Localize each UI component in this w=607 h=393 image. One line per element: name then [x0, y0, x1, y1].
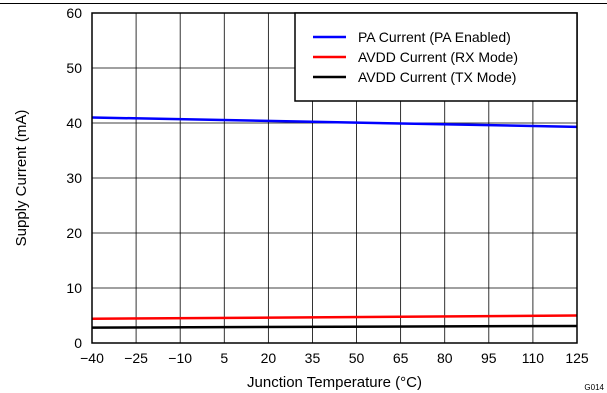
- series-line-avdd-tx: [91, 324, 578, 329]
- y-tick-label: 60: [66, 5, 82, 21]
- legend-box: [294, 12, 578, 102]
- x-tick-label: 20: [261, 350, 277, 366]
- x-tick-label: 80: [437, 350, 453, 366]
- x-axis-title: Junction Temperature (°C): [247, 374, 422, 391]
- legend-label-avdd-rx: AVDD Current (RX Mode): [358, 49, 518, 65]
- legend: PA Current (PA Enabled) AVDD Current (RX…: [294, 12, 578, 102]
- y-tick-label: 10: [66, 280, 82, 296]
- x-tick-label: 95: [481, 350, 497, 366]
- x-tick-label: 110: [522, 350, 545, 366]
- x-tick-label: 65: [393, 350, 409, 366]
- x-tick-labels: −40 −25 −10 5 20 35 50 65 80 95 110 125: [80, 350, 589, 366]
- series-lines: [91, 116, 578, 329]
- series-line-avdd-rx: [91, 314, 578, 321]
- x-tick-label: −40: [80, 350, 104, 366]
- x-tick-label: 5: [220, 350, 228, 366]
- legend-label-pa-current: PA Current (PA Enabled): [358, 29, 511, 45]
- y-tick-label: 20: [66, 225, 82, 241]
- legend-label-avdd-tx: AVDD Current (TX Mode): [358, 69, 516, 85]
- y-tick-label: 0: [74, 335, 82, 351]
- y-tick-label: 50: [66, 60, 82, 76]
- figure-id-label: G014: [584, 383, 604, 392]
- x-tick-label: 50: [349, 350, 365, 366]
- y-tick-label: 30: [66, 170, 82, 186]
- x-tick-label: −25: [124, 350, 148, 366]
- series-line-pa-current: [91, 116, 578, 129]
- x-tick-label: 35: [305, 350, 321, 366]
- y-tick-labels: 0 10 20 30 40 50 60: [66, 5, 82, 351]
- x-tick-label: −10: [168, 350, 192, 366]
- y-tick-label: 40: [66, 115, 82, 131]
- x-tick-label: 125: [565, 350, 589, 366]
- y-axis-title: Supply Current (mA): [13, 110, 30, 247]
